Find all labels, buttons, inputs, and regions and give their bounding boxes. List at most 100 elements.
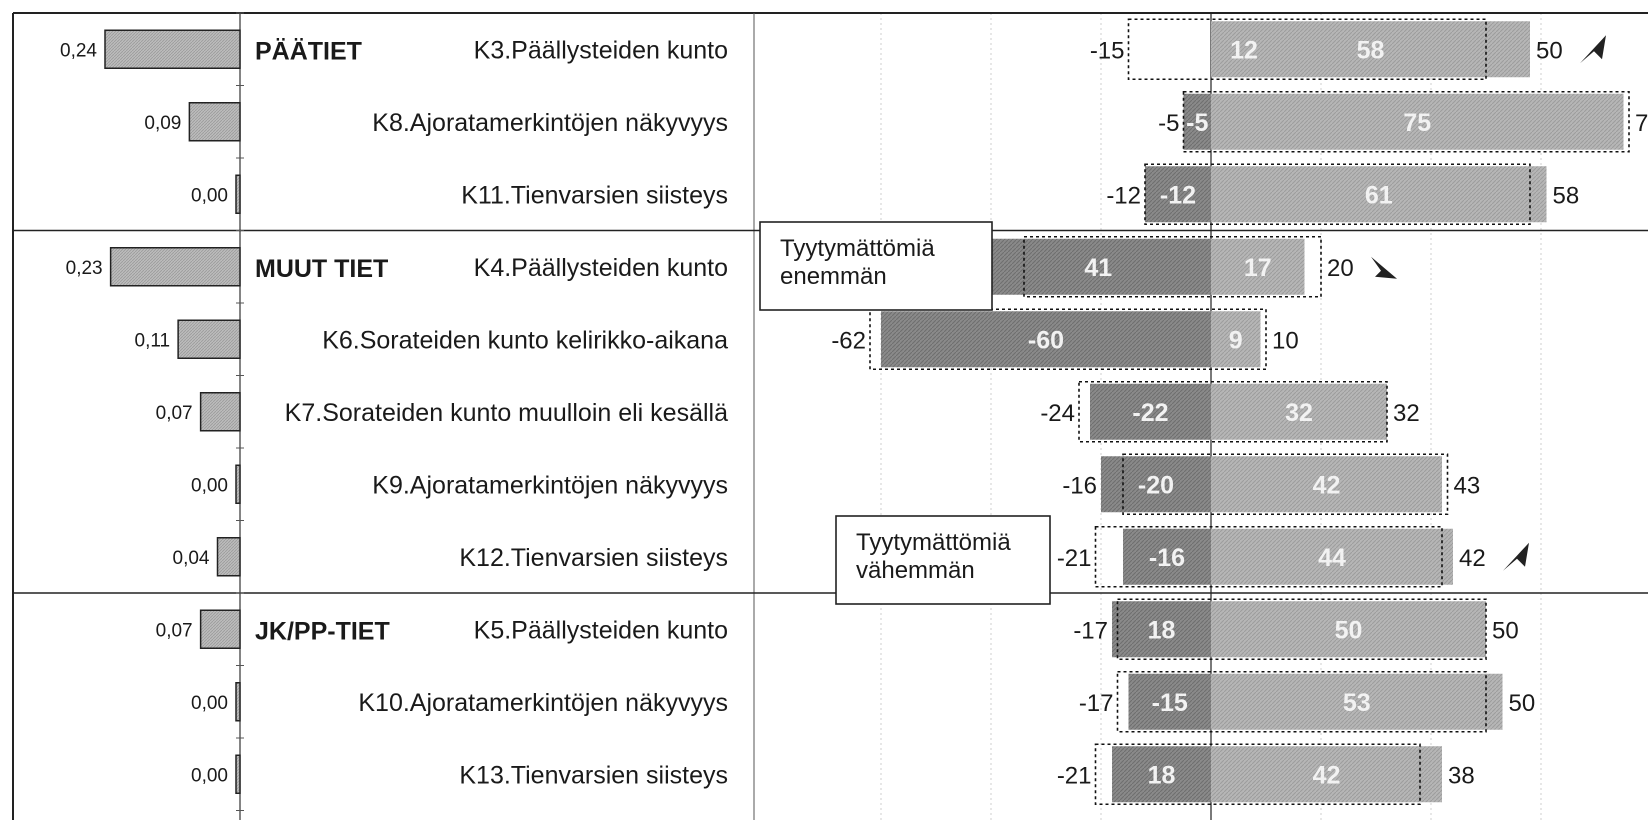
row-label: K10.Ajoratamerkintöjen näkyvyys — [358, 689, 728, 717]
positive-bar-label: 44 — [1318, 544, 1346, 572]
weight-bar — [188, 102, 241, 142]
row-label: K3.Päällysteiden kunto — [474, 36, 728, 64]
annotation-box — [835, 515, 1051, 605]
weight-bar — [216, 537, 241, 577]
negative-bar — [1112, 601, 1211, 658]
positive-bar — [1211, 746, 1442, 803]
positive-bar — [1211, 238, 1305, 295]
negative-bar-label: -22 — [1132, 399, 1168, 427]
annotation-text: Tyytymättömiä — [856, 529, 1011, 556]
arrow-shape — [1371, 256, 1397, 279]
previous-positive-label: 50 — [1492, 617, 1519, 644]
text-layer: 0,24 PÄÄTIET K3.Päällysteiden kunto 12 58 -15… — [60, 36, 1648, 789]
negative-bar-label: 18 — [1148, 616, 1176, 644]
annotation-text: enemmän — [780, 263, 887, 290]
previous-year-outline — [1122, 453, 1449, 516]
positive-bar — [1211, 311, 1261, 368]
negative-bar-label: -5 — [1186, 109, 1208, 137]
previous-positive-label: 58 — [1553, 182, 1580, 209]
annotation-box — [759, 221, 993, 311]
negative-bar-label: 12 — [1230, 36, 1258, 64]
positive-bar-label: 58 — [1357, 36, 1385, 64]
negative-bar — [1101, 456, 1211, 513]
weight-label: 0,24 — [60, 40, 97, 61]
previous-positive-label: 43 — [1454, 472, 1481, 499]
previous-positive-label: 76 — [1635, 110, 1648, 137]
previous-positive-label: 20 — [1327, 255, 1354, 282]
weight-label: 0,00 — [191, 475, 228, 496]
row-label: K6.Sorateiden kunto kelirikko-aikana — [322, 326, 728, 354]
previous-positive-label: 50 — [1536, 37, 1563, 64]
previous-positive-label: 38 — [1448, 762, 1475, 789]
group-name: MUUT TIET — [255, 255, 388, 283]
previous-negative-label: -21 — [1057, 545, 1092, 572]
negative-bar — [1128, 673, 1211, 730]
positive-bar — [1211, 93, 1624, 150]
previous-year-outline — [1094, 743, 1421, 806]
weight-label: 0,04 — [173, 548, 210, 569]
negative-bar — [1183, 93, 1211, 150]
arrow-shape — [1580, 35, 1606, 64]
positive-bar — [1211, 456, 1442, 513]
previous-year-outline — [869, 308, 1267, 371]
previous-year-outline — [1094, 525, 1443, 588]
negative-bar-label: -60 — [1028, 326, 1064, 354]
weight-label: 0,09 — [144, 113, 181, 134]
previous-year-outline — [1144, 163, 1531, 226]
previous-negative-label: -15 — [1090, 37, 1125, 64]
previous-negative-label: -24 — [1040, 400, 1075, 427]
group-name: JK/PP-TIET — [255, 617, 390, 645]
positive-bar — [1211, 528, 1453, 585]
trend-up-arrow-icon — [1580, 35, 1606, 64]
previous-negative-label: -16 — [1062, 472, 1097, 499]
positive-bar-label: 32 — [1285, 399, 1313, 427]
previous-negative-label: -62 — [831, 327, 866, 354]
row-label: K9.Ajoratamerkintöjen näkyvyys — [372, 471, 728, 499]
negative-bar — [1090, 383, 1211, 440]
negative-bar-label: 41 — [1084, 254, 1112, 282]
negative-bar-label: -20 — [1138, 471, 1174, 499]
positive-bar — [1211, 383, 1387, 440]
positive-bar — [1211, 673, 1503, 730]
negative-bar — [1145, 166, 1211, 223]
weight-label: 0,00 — [191, 765, 228, 786]
positive-bar-label: 75 — [1403, 109, 1431, 137]
arrow-shape — [1503, 542, 1529, 571]
weight-label: 0,23 — [66, 258, 103, 279]
previous-year-outline — [1116, 598, 1487, 661]
positive-bar-label: 17 — [1244, 254, 1272, 282]
positive-bar-label: 42 — [1313, 761, 1341, 789]
trend-down-arrow-icon — [1371, 256, 1397, 279]
positive-bar-label: 50 — [1335, 616, 1363, 644]
previous-positive-label: 50 — [1509, 690, 1536, 717]
previous-negative-label: -17 — [1073, 617, 1108, 644]
weight-bar — [104, 29, 241, 69]
weight-bar — [235, 754, 241, 794]
previous-year-outline — [1078, 380, 1388, 443]
weight-label: 0,00 — [191, 185, 228, 206]
row-label: K4.Päällysteiden kunto — [474, 254, 728, 282]
negative-bar-label: -15 — [1152, 689, 1188, 717]
row-label: K12.Tienvarsien siisteys — [459, 544, 728, 572]
previous-negative-label: -5 — [1158, 110, 1179, 137]
negative-bar-label: -16 — [1149, 544, 1185, 572]
row-label: K8.Ajoratamerkintöjen näkyvyys — [372, 109, 728, 137]
previous-positive-label: 32 — [1393, 400, 1420, 427]
negative-bar — [881, 311, 1211, 368]
row-label: K11.Tienvarsien siisteys — [461, 181, 728, 209]
weight-bar — [109, 247, 241, 287]
row-label: K13.Tienvarsien siisteys — [459, 761, 728, 789]
annotation-layer: TyytymättömiäenemmänTyytymättömiävähemmä… — [759, 221, 1051, 605]
weight-bar — [235, 682, 241, 722]
previous-negative-label: -12 — [1106, 182, 1141, 209]
negative-bar-label: -12 — [1160, 181, 1196, 209]
negative-bar-label: 18 — [1148, 761, 1176, 789]
bars-layer — [104, 18, 1630, 806]
weight-label: 0,07 — [156, 620, 193, 641]
weight-bar — [235, 174, 241, 214]
negative-bar — [1123, 528, 1211, 585]
weight-bar — [235, 464, 241, 504]
negative-bar — [1112, 746, 1211, 803]
previous-year-outline — [1023, 235, 1322, 298]
